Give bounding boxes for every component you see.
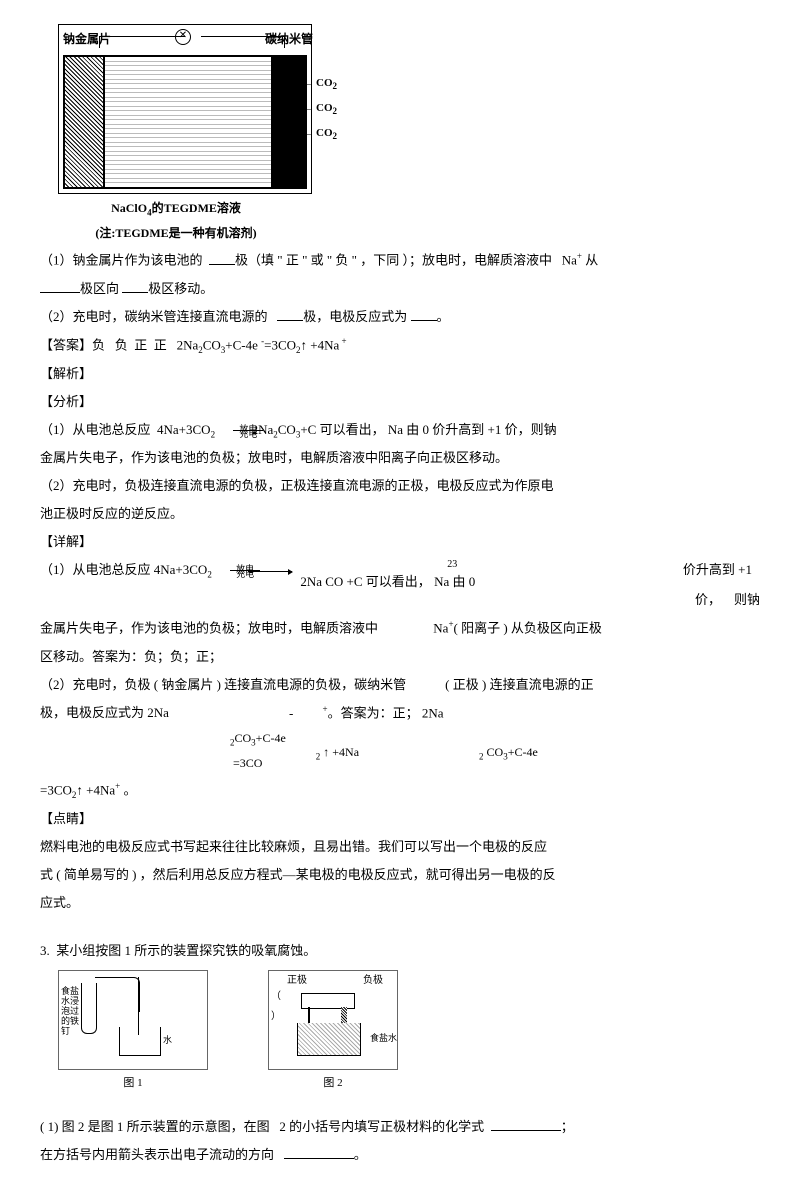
co2-arrows: ← CO2 ← CO2 ← CO2: [302, 67, 337, 152]
xj-line7: =3CO2↑ +4Na+ 。: [40, 777, 760, 804]
q1-line2: 极区向 极区移动。: [40, 276, 760, 302]
diagram-caption: NaClO4的TEGDME溶液 (注:TEGDME是一种有机溶剂): [46, 196, 306, 245]
xj-line2: 金属片失电子，作为该电池的负极；放电时，电解质溶液中 Na+( 阳离子 ) 从负…: [40, 615, 760, 641]
fx-line4: 池正极时反应的逆反应。: [40, 501, 760, 527]
figure-1: 食盐水浸泡过的铁钉 水: [58, 970, 208, 1070]
fenxi-label: 【分析】: [40, 389, 760, 415]
figure-2: 正极 负极 （） 食盐水: [268, 970, 398, 1070]
fx-line3: （2）充电时，负极连接直流电源的负极，正极连接直流电源的正极，电极反应式为作原电: [40, 473, 760, 499]
xj-line3: 区移动。答案为：负；负；正；: [40, 644, 760, 670]
xj-line4: （2）充电时，负极 ( 钠金属片 ) 连接直流电源的负极，碳纳米管 ( 正极 )…: [40, 672, 760, 698]
dianjing-label: 【点睛】: [40, 806, 760, 832]
sub-line6: 2CO3+C-4e =3CO 2 ↑ +4Na 2 CO3+C-4e: [40, 726, 760, 775]
q3-p1: ( 1) 图 2 是图 1 所示装置的示意图，在图 2 的小括号内填写正极材料的…: [40, 1114, 760, 1140]
label-cnt: 碳纳米管: [265, 27, 313, 51]
label-na-plate: 钠金属片: [63, 27, 111, 51]
xiangjie-label: 【详解】: [40, 529, 760, 555]
fx-line2: 金属片失电子，作为该电池的负极；放电时，电解质溶液中阳离子向正极区移动。: [40, 445, 760, 471]
figure-set: 食盐水浸泡过的铁钉 水 图 1 正极 负极 （） 食盐水 图 2: [58, 970, 760, 1094]
q3-p2: 在方括号内用箭头表示出电子流动的方向 。: [40, 1142, 760, 1168]
q1-line3: （2）充电时，碳纳米管连接直流电源的 极，电极反应式为 。: [40, 304, 760, 330]
fx-line1: （1）从电池总反应 4Na+3CO2 放电充电 2Na2CO3+C 可以看出， …: [40, 417, 760, 444]
dj-line1: 燃料电池的电极反应式书写起来往往比较麻烦，且易出错。我们可以写出一个电极的反应: [40, 834, 760, 860]
xj-line5: 极，电极反应式为 2Na - +。答案为：正； 2Na: [40, 700, 760, 726]
dj-line2: 式 ( 简单易写的 ) ，然后利用总反应方程式—某电极的电极反应式，就可得出另一…: [40, 862, 760, 888]
dj-line3: 应式。: [40, 890, 760, 916]
q3-title: 3. 某小组按图 1 所示的装置探究铁的吸氧腐蚀。: [40, 938, 760, 964]
battery-diagram: 钠金属片 ✕ 碳纳米管 ← CO2 ← CO2 ← CO2: [58, 24, 312, 194]
q1-line1: （1）钠金属片作为该电池的 极（填 " 正 " 或 " 负 " ，下同 ）；放电…: [40, 247, 760, 273]
jiexi-label: 【解析】: [40, 361, 760, 387]
answer-line: 【答案】负 负 正 正 2Na2CO3+C-4e -=3CO2↑ +4Na +: [40, 332, 760, 359]
